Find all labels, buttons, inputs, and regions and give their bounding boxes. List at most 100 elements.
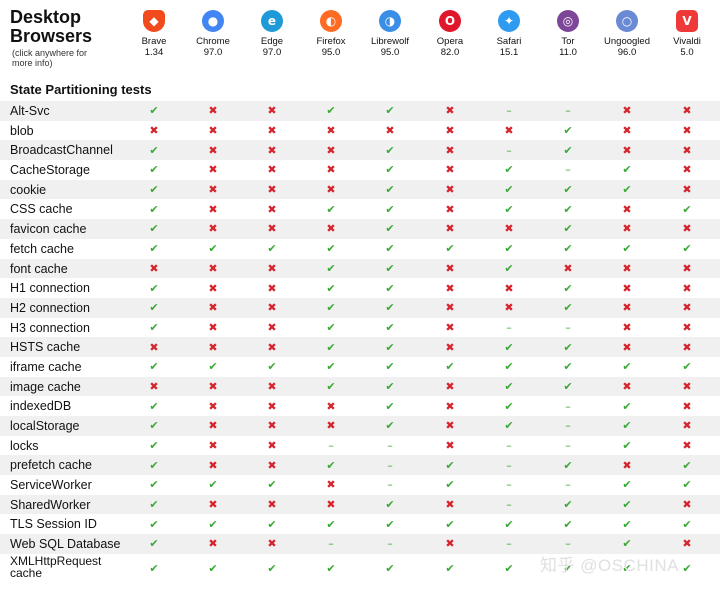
check-icon: ✔ [208, 360, 218, 374]
cross-icon: ✖ [208, 419, 218, 433]
check-icon: ✔ [445, 517, 455, 531]
table-row[interactable]: font cache ✖ ✖ ✖ ✔ ✔ ✖ ✔ ✖ ✖ ✖ [0, 258, 720, 279]
info-note[interactable]: (click anywhere for more info) [12, 48, 88, 68]
table-row[interactable]: Alt-Svc ✔ ✖ ✖ ✔ ✔ ✖ – – ✖ ✖ [0, 101, 720, 121]
cross-icon: ✖ [267, 183, 277, 197]
cross-icon: ✖ [208, 202, 218, 216]
dash-icon: – [506, 537, 512, 551]
page-title[interactable]: Desktop Browsers [10, 8, 92, 46]
test-name: BroadcastChannel [10, 143, 113, 158]
cross-icon: ✖ [445, 183, 455, 197]
browser-name: Edge [260, 36, 284, 47]
table-row[interactable]: favicon cache ✔ ✖ ✖ ✖ ✔ ✖ ✖ ✔ ✖ ✖ [0, 219, 720, 239]
browser-column-safari[interactable]: ✦ Safari 15.1 [479, 10, 539, 58]
table-row[interactable]: HSTS cache ✖ ✖ ✖ ✔ ✔ ✖ ✔ ✔ ✖ ✖ [0, 337, 720, 357]
test-name: localStorage [10, 419, 80, 433]
check-icon: ✔ [326, 517, 336, 531]
cross-icon: ✖ [622, 281, 632, 295]
cross-icon: ✖ [267, 281, 277, 295]
cross-icon: ✖ [267, 340, 277, 354]
browser-version: 11.0 [559, 46, 577, 58]
table-row[interactable]: blob ✖ ✖ ✖ ✖ ✖ ✖ ✖ ✔ ✖ ✖ [0, 121, 720, 141]
table-row[interactable]: XMLHttpRequest cache ✔ ✔ ✔ ✔ ✔ ✔ ✔ ✔ ✔ ✔ [0, 554, 720, 584]
check-icon: ✔ [445, 360, 455, 374]
browser-column-firefox[interactable]: ◐ Firefox 95.0 [301, 10, 361, 58]
browser-column-opera[interactable]: O Opera 82.0 [420, 10, 480, 58]
table-row[interactable]: H2 connection ✔ ✖ ✖ ✔ ✔ ✖ ✖ ✔ ✖ ✖ [0, 297, 720, 318]
table-row[interactable]: image cache ✖ ✖ ✖ ✔ ✔ ✖ ✔ ✔ ✖ ✖ [0, 376, 720, 397]
cross-icon: ✖ [208, 183, 218, 197]
table-row[interactable]: locks ✔ ✖ ✖ – – ✖ – – ✔ ✖ [0, 436, 720, 456]
check-icon: ✔ [563, 340, 573, 354]
cross-icon: ✖ [682, 124, 692, 138]
browser-column-tor[interactable]: ◎ Tor 11.0 [538, 10, 598, 58]
test-name: blob [10, 123, 34, 138]
browser-column-vivaldi[interactable]: V Vivaldi 5.0 [657, 10, 717, 58]
table-row[interactable]: CacheStorage ✔ ✖ ✖ ✖ ✔ ✖ ✔ – ✔ ✖ [0, 160, 720, 180]
cross-icon: ✖ [682, 104, 692, 118]
table-row[interactable]: SharedWorker ✔ ✖ ✖ ✖ ✔ ✖ – ✔ ✔ ✖ [0, 494, 720, 515]
cross-icon: ✖ [267, 301, 277, 315]
check-icon: ✔ [385, 320, 395, 334]
table-row[interactable]: cookie ✔ ✖ ✖ ✖ ✔ ✖ ✔ ✔ ✔ ✖ [0, 179, 720, 200]
table-row[interactable]: CSS cache ✔ ✖ ✖ ✔ ✔ ✖ ✔ ✔ ✖ ✔ [0, 199, 720, 219]
cross-icon: ✖ [504, 222, 514, 236]
cross-icon: ✖ [445, 163, 455, 177]
browser-column-brave[interactable]: ◆ Brave 1.34 [124, 10, 184, 58]
table-row[interactable]: TLS Session ID ✔ ✔ ✔ ✔ ✔ ✔ ✔ ✔ ✔ ✔ [0, 514, 720, 534]
browser-version: 96.0 [617, 46, 637, 58]
cross-icon: ✖ [563, 261, 573, 275]
test-name: iframe cache [10, 359, 82, 374]
check-icon: ✔ [563, 202, 573, 216]
check-icon: ✔ [445, 562, 455, 576]
check-icon: ✔ [622, 478, 632, 492]
table-row[interactable]: ServiceWorker ✔ ✔ ✔ ✖ – ✔ – – ✔ ✔ [0, 475, 720, 495]
table-row[interactable]: H3 connection ✔ ✖ ✖ ✔ ✔ ✖ – – ✖ ✖ [0, 318, 720, 338]
check-icon: ✔ [385, 562, 395, 576]
cross-icon: ✖ [682, 301, 692, 315]
check-icon: ✔ [208, 242, 218, 256]
table-row[interactable]: H1 connection ✔ ✖ ✖ ✔ ✔ ✖ ✖ ✔ ✖ ✖ [0, 278, 720, 298]
table-row[interactable]: indexedDB ✔ ✖ ✖ ✖ ✔ ✖ ✔ – ✔ ✖ [0, 396, 720, 416]
dash-icon: – [565, 163, 571, 177]
browser-column-ungoogled[interactable]: ○ Ungoogled 96.0 [597, 10, 657, 58]
check-icon: ✔ [149, 517, 159, 531]
table-row[interactable]: BroadcastChannel ✔ ✖ ✖ ✖ ✔ ✖ – ✔ ✖ ✖ [0, 140, 720, 161]
cross-icon: ✖ [504, 281, 514, 295]
browser-name: Opera [436, 36, 464, 47]
cross-icon: ✖ [208, 340, 218, 354]
check-icon: ✔ [682, 202, 692, 216]
table-row[interactable]: iframe cache ✔ ✔ ✔ ✔ ✔ ✔ ✔ ✔ ✔ ✔ [0, 357, 720, 377]
table-row[interactable]: Web SQL Database ✔ ✖ ✖ – – ✖ – – ✔ ✖ [0, 534, 720, 554]
check-icon: ✔ [149, 439, 159, 453]
check-icon: ✔ [149, 537, 159, 551]
check-icon: ✔ [326, 242, 336, 256]
check-icon: ✔ [326, 379, 336, 393]
browser-name: Tor [561, 36, 575, 47]
test-name: cookie [10, 182, 47, 197]
check-icon: ✔ [149, 104, 159, 118]
table-row[interactable]: localStorage ✔ ✖ ✖ ✖ ✔ ✖ ✔ – ✔ ✖ [0, 416, 720, 436]
browser-column-chrome[interactable]: ● Chrome 97.0 [183, 10, 243, 58]
browser-column-edge[interactable]: e Edge 97.0 [242, 10, 302, 58]
check-icon: ✔ [445, 242, 455, 256]
check-icon: ✔ [149, 360, 159, 374]
check-icon: ✔ [682, 478, 692, 492]
table-row[interactable]: prefetch cache ✔ ✖ ✖ ✔ – ✔ – ✔ ✖ ✔ [0, 455, 720, 476]
check-icon: ✔ [622, 439, 632, 453]
test-name: Alt-Svc [10, 104, 50, 118]
cross-icon: ✖ [682, 419, 692, 433]
cross-icon: ✖ [682, 281, 692, 295]
check-icon: ✔ [622, 163, 632, 177]
cross-icon: ✖ [326, 419, 336, 433]
browser-column-librewolf[interactable]: ◑ Librewolf 95.0 [360, 10, 420, 58]
table-row[interactable]: fetch cache ✔ ✔ ✔ ✔ ✔ ✔ ✔ ✔ ✔ ✔ [0, 239, 720, 259]
cross-icon: ✖ [622, 301, 632, 315]
cross-icon: ✖ [445, 320, 455, 334]
cross-icon: ✖ [208, 320, 218, 334]
cross-icon: ✖ [445, 104, 455, 118]
check-icon: ✔ [385, 360, 395, 374]
check-icon: ✔ [563, 222, 573, 236]
check-icon: ✔ [622, 498, 632, 512]
browser-name: Chrome [196, 36, 230, 47]
